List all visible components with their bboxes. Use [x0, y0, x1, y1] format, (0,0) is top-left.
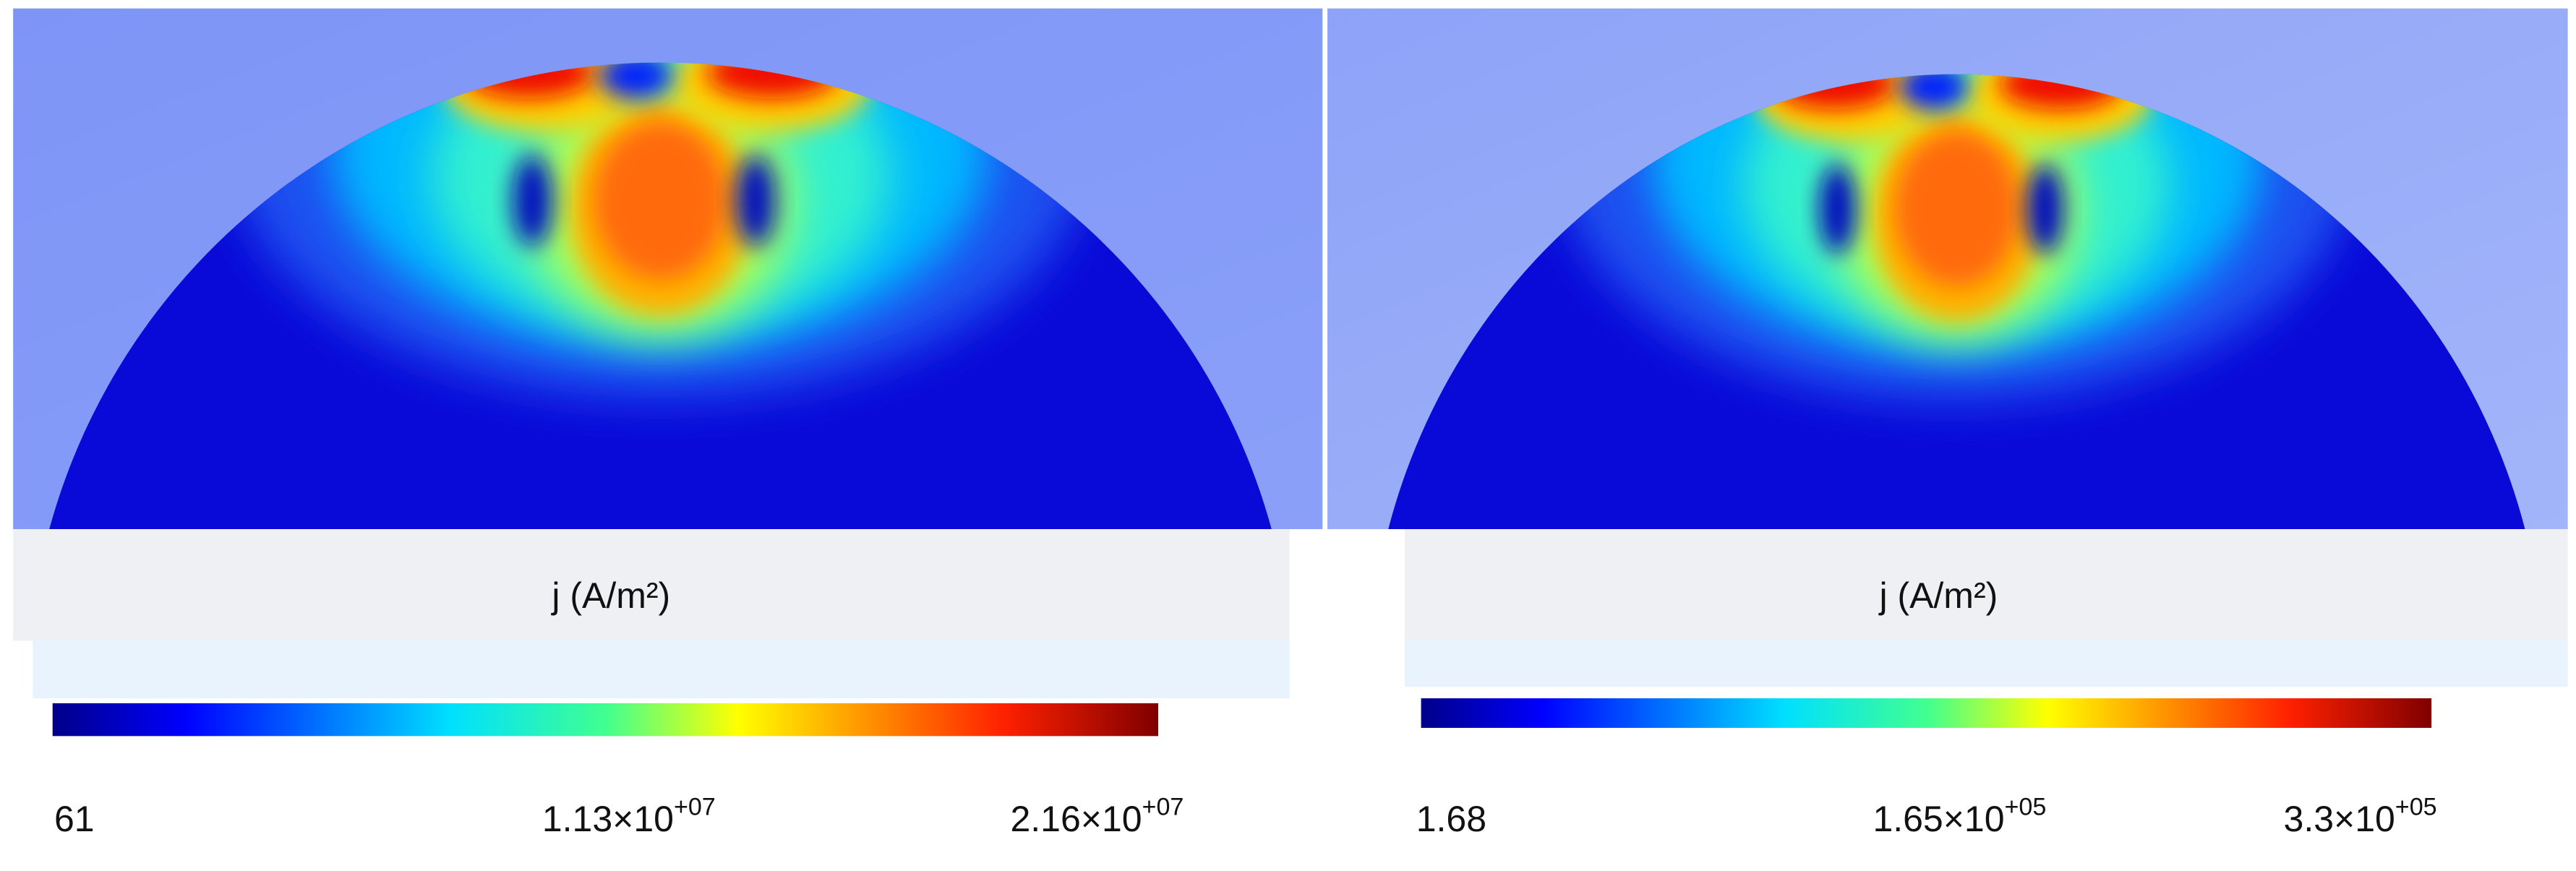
tick-mantissa: 3.3×10 [2284, 799, 2395, 839]
colorbar [1421, 698, 2432, 728]
colorbar [52, 703, 1158, 737]
colorbar-tick-label: 61 [54, 799, 95, 839]
tick-mantissa: 1.68 [1416, 799, 1486, 839]
colorbar-tick-label: 2.16×10+07 [1010, 793, 1184, 839]
colorbar-tick-label: 1.65×10+05 [1873, 793, 2046, 839]
tick-mantissa: 1.65×10 [1873, 799, 2004, 839]
legend-band [13, 529, 1290, 641]
colorbar-tick-label: 1.13×10+07 [542, 793, 716, 839]
colorbar-label: j (A/m²) [1878, 575, 1998, 616]
tick-exponent: +05 [2005, 793, 2047, 820]
tick-mantissa: 1.13×10 [542, 799, 674, 839]
tick-exponent: +05 [2395, 793, 2437, 820]
legend-band [33, 640, 1290, 699]
colorbar-tick-label: 3.3×10+05 [2284, 793, 2437, 839]
legend-band [1404, 529, 2568, 641]
legend-band [1404, 640, 2568, 687]
tick-exponent: +07 [674, 793, 716, 820]
colorbar-tick-label: 1.68 [1416, 799, 1486, 839]
colorbar-label: j (A/m²) [550, 575, 670, 616]
tick-mantissa: 2.16×10 [1010, 799, 1142, 839]
tick-mantissa: 61 [54, 799, 95, 839]
tick-exponent: +07 [1142, 793, 1184, 820]
